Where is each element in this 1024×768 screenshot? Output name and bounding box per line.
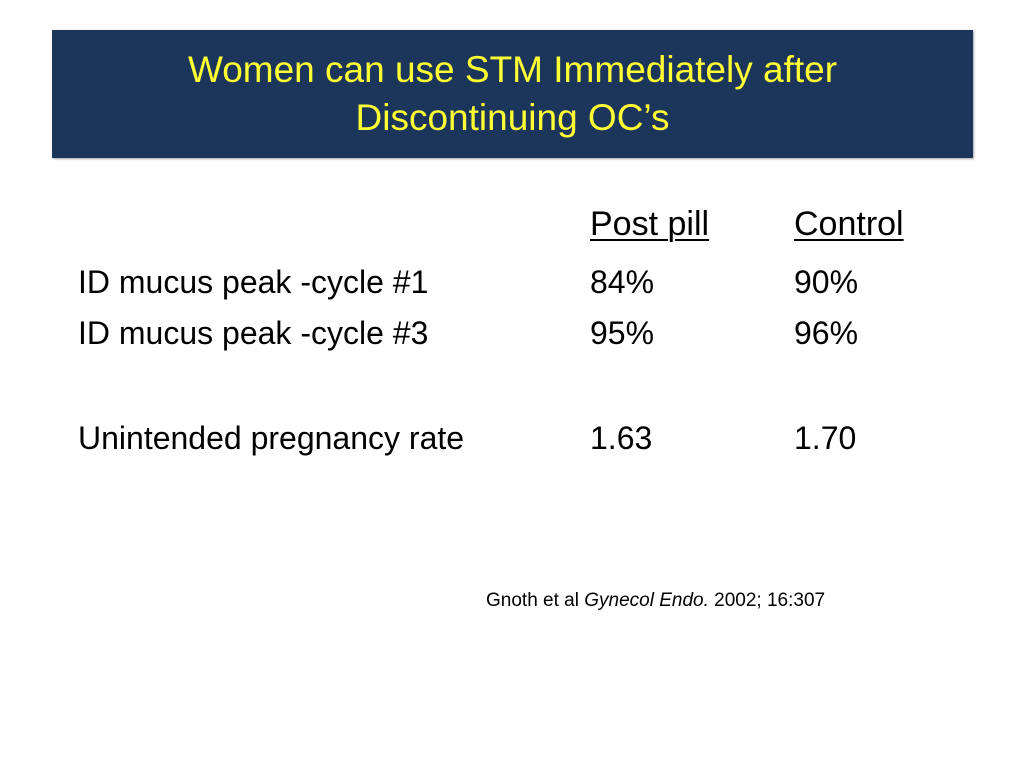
citation-journal: Gynecol Endo. (584, 590, 709, 611)
value-post-pill-pregnancy-rate: 1.63 (590, 420, 653, 456)
slide-title-line-2: Discontinuing OC’s (355, 97, 670, 138)
row-label-cycle-3: ID mucus peak -cycle #3 (78, 315, 429, 351)
row-label-cycle-1: ID mucus peak -cycle #1 (78, 264, 429, 300)
column-header-control: Control (794, 205, 904, 243)
value-control-cycle-1: 90% (794, 264, 859, 300)
value-control-cycle-3: 96% (794, 315, 859, 351)
value-post-pill-cycle-1: 84% (590, 264, 655, 300)
slide-title-line-1: Women can use STM Immediately after (187, 49, 838, 90)
row-label-pregnancy-rate: Unintended pregnancy rate (78, 420, 465, 456)
column-header-post-pill: Post pill (590, 205, 710, 243)
title-banner: Women can use STM Immediately after Disc… (52, 30, 973, 158)
value-control-pregnancy-rate: 1.70 (794, 420, 857, 456)
citation-details: 2002; 16:307 (708, 590, 826, 611)
value-post-pill-cycle-3: 95% (590, 315, 655, 351)
citation-authors: Gnoth et al (486, 590, 585, 611)
citation: Gnoth et al Gynecol Endo. 2002; 16:307 (486, 588, 825, 614)
